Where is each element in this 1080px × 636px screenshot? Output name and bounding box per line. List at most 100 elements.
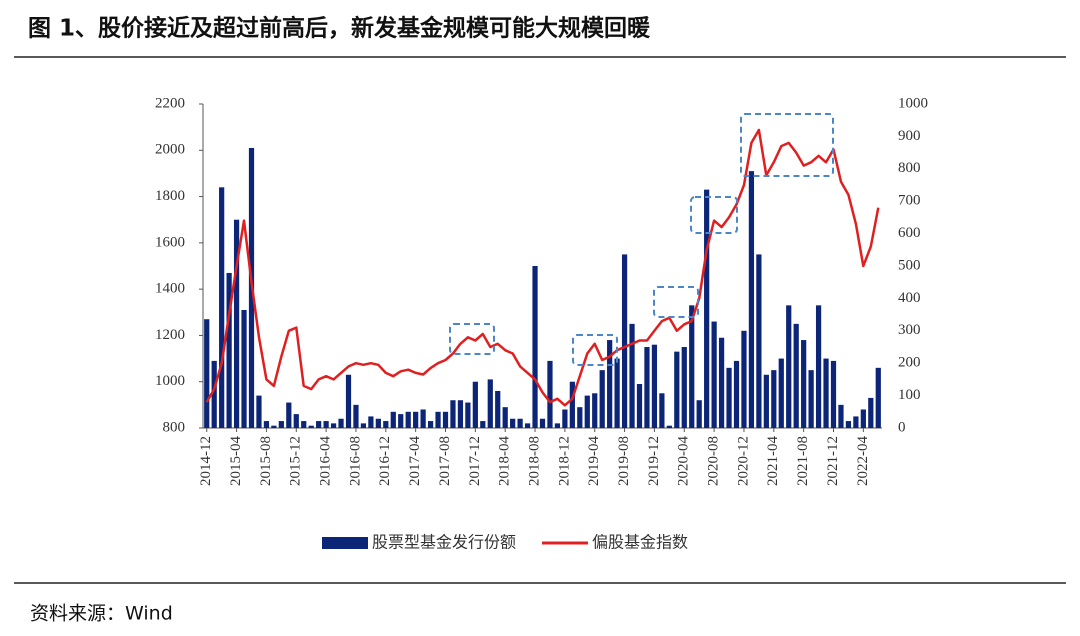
bar	[390, 411, 396, 428]
bar	[860, 409, 866, 428]
x-tick-label: 2016-08	[347, 436, 363, 486]
bar	[502, 407, 508, 428]
bar	[510, 418, 516, 428]
bar	[815, 305, 822, 428]
bar	[875, 367, 881, 428]
bar	[323, 421, 329, 428]
bar	[726, 367, 732, 428]
bar	[517, 418, 523, 428]
bar	[286, 402, 292, 428]
bar	[383, 421, 389, 428]
y2-tick-label: 200	[898, 355, 921, 371]
bar	[711, 321, 717, 428]
bar	[211, 360, 217, 428]
bar	[614, 358, 620, 428]
x-tick-label: 2018-04	[497, 436, 513, 486]
x-tick-label: 2016-12	[377, 436, 393, 486]
bar	[704, 189, 710, 428]
y2-tick-label: 300	[898, 322, 921, 338]
bar	[636, 384, 643, 428]
bar	[584, 395, 590, 428]
bar	[853, 416, 859, 428]
bar	[427, 421, 434, 428]
bar	[398, 414, 404, 428]
bar	[845, 421, 852, 428]
y-tick-label: 1000	[155, 373, 185, 389]
x-tick-label: 2017-04	[407, 436, 423, 486]
bar	[338, 418, 344, 428]
bar	[345, 374, 352, 428]
bar	[233, 219, 240, 428]
y2-tick-label: 1000	[898, 95, 928, 111]
bar	[778, 358, 784, 428]
bar	[808, 370, 814, 428]
bar	[599, 370, 605, 428]
bar	[330, 423, 337, 428]
bar	[666, 425, 672, 428]
highlight-box	[653, 286, 699, 318]
x-tick-label: 2022-04	[855, 436, 871, 486]
y-tick-label: 800	[163, 419, 186, 435]
bar	[353, 404, 359, 428]
bar	[681, 347, 687, 428]
bar	[801, 340, 807, 428]
x-tick-label: 2020-08	[706, 436, 722, 486]
bar	[868, 397, 874, 428]
bar	[524, 423, 531, 428]
bar	[487, 379, 493, 428]
bar	[569, 381, 575, 428]
bar	[741, 330, 747, 428]
y2-tick-label: 400	[898, 290, 921, 306]
bar	[457, 400, 464, 428]
bar	[838, 404, 844, 428]
bar	[718, 337, 725, 428]
highlights	[449, 113, 834, 366]
bar	[308, 425, 314, 428]
bar	[748, 171, 755, 428]
bar	[368, 416, 374, 428]
x-tick-label: 2019-04	[586, 436, 602, 486]
x-tick-label: 2016-04	[318, 436, 334, 486]
bar	[413, 411, 419, 428]
y-tick-label: 1600	[155, 234, 185, 250]
bar	[651, 344, 658, 428]
y2-tick-label: 0	[898, 419, 906, 435]
bar	[435, 411, 441, 428]
x-tick-label: 2017-12	[467, 436, 483, 486]
y2-tick-label: 900	[898, 128, 921, 144]
bar	[256, 395, 262, 428]
legend-label: 股票型基金发行份额	[372, 533, 516, 552]
y2-tick-label: 800	[898, 160, 921, 176]
bar	[495, 390, 501, 428]
bar	[375, 418, 381, 428]
bar	[756, 254, 762, 428]
bar	[771, 370, 777, 428]
bar	[689, 305, 695, 428]
figure-title: 图 1、股价接近及超过前高后，新发基金规模可能大规模回暖	[28, 15, 651, 42]
x-tick-label: 2015-08	[258, 436, 274, 486]
y2-tick-label: 700	[898, 193, 921, 209]
x-tick-label: 2019-08	[616, 436, 632, 486]
bar	[554, 423, 561, 428]
y-tick-label: 1200	[155, 327, 185, 343]
x-tick-label: 2021-08	[795, 436, 811, 486]
bar	[547, 360, 553, 428]
y-tick-label: 1400	[155, 281, 185, 297]
bar	[562, 409, 568, 428]
bar	[480, 421, 486, 428]
bar	[607, 340, 613, 428]
bar	[450, 400, 456, 428]
bar	[420, 409, 426, 428]
bar	[442, 411, 449, 428]
bar	[532, 266, 538, 428]
y2-tick-label: 100	[898, 387, 921, 403]
x-tick-label: 2018-08	[526, 436, 542, 486]
highlight-box	[449, 323, 495, 355]
bar	[577, 407, 583, 428]
bar	[219, 187, 225, 428]
y-tick-label: 2000	[155, 142, 185, 158]
line	[205, 128, 880, 407]
bar	[823, 358, 829, 428]
highlight-box	[572, 334, 618, 366]
